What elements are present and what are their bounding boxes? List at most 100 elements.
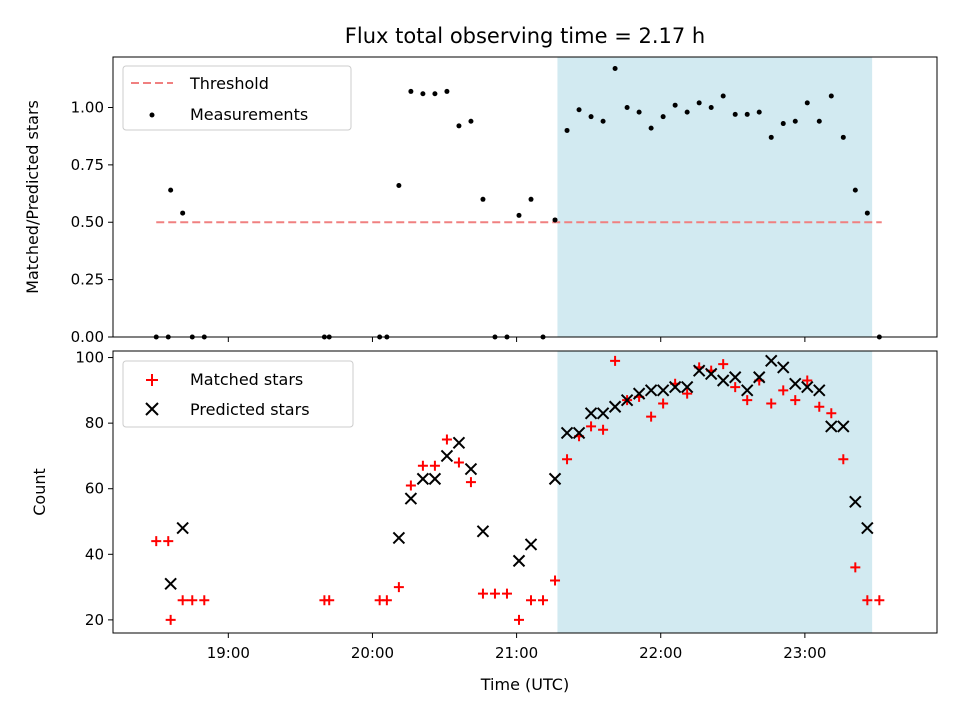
bottom-legend-box <box>122 360 354 428</box>
predicted-stars-point <box>861 521 874 535</box>
predicted-stars-point <box>801 380 814 394</box>
measurement-point <box>408 88 414 94</box>
matched-stars-point <box>874 595 885 606</box>
predicted-stars-point <box>584 407 598 420</box>
matched-stars-point <box>177 595 188 606</box>
matched-stars-point <box>199 595 210 606</box>
chart-title: Flux total observing time = 2.17 h <box>345 24 705 48</box>
predicted-stars-point <box>476 525 490 538</box>
measurement-point <box>564 127 570 133</box>
measurement-point <box>636 109 642 115</box>
matched-stars-point <box>477 588 488 599</box>
measurement-point <box>648 125 654 131</box>
measurement-point <box>720 93 726 99</box>
x-axis-label: Time (UTC) <box>480 675 569 694</box>
legend-threshold-label: Threshold <box>189 74 269 93</box>
matched-stars-point <box>538 595 549 606</box>
bot-y-tick-label: 80 <box>85 414 104 432</box>
predicted-stars-point <box>560 426 574 440</box>
x-tick-label: 21:00 <box>495 644 538 662</box>
measurement-point <box>432 91 438 97</box>
matched-stars-point <box>165 614 176 625</box>
matched-stars-point <box>405 480 416 491</box>
matched-stars-point <box>862 595 873 606</box>
legend-matched-label: Matched stars <box>190 370 303 389</box>
matched-stars-point <box>501 588 512 599</box>
matched-stars-point <box>381 595 392 606</box>
matched-stars-point <box>742 395 753 406</box>
measurement-point <box>852 187 858 193</box>
measurement-point <box>780 121 786 127</box>
measurement-point <box>588 114 594 120</box>
x-tick-label: 20:00 <box>351 644 394 662</box>
measurement-point <box>444 88 450 94</box>
top-legend: Threshold Measurements <box>122 65 352 131</box>
bottom-plot-frame <box>112 350 938 634</box>
matched-stars-point <box>838 454 849 465</box>
matched-stars-point <box>586 421 597 432</box>
matched-stars-point <box>730 382 741 393</box>
matched-stars-point <box>598 424 609 435</box>
top-panel: 0.00 0.25 0.50 0.75 1.00 Matched/Predicted s… <box>23 56 938 346</box>
top-y-tick-label: 1.00 <box>71 98 104 116</box>
predicted-stars-point <box>404 492 418 505</box>
predicted-stars-point <box>825 420 838 433</box>
matched-stars-point <box>393 582 404 593</box>
measurement-point <box>420 91 426 97</box>
predicted-stars-point <box>656 384 670 397</box>
measurement-point <box>180 210 186 216</box>
matched-stars-point <box>163 536 174 547</box>
predicted-stars-point <box>704 367 718 381</box>
legend-predicted-label: Predicted stars <box>190 400 310 419</box>
measurement-point <box>624 104 630 110</box>
top-y-tick-label: 0.75 <box>71 156 104 174</box>
matched-stars-point <box>658 398 669 409</box>
measurement-point <box>456 123 462 129</box>
bot-shaded-interval <box>557 351 873 633</box>
measurement-point <box>840 134 846 140</box>
predicted-stars-point <box>416 472 430 486</box>
predicted-stars-point <box>837 420 850 433</box>
x-tick-label: 22:00 <box>639 644 682 662</box>
top-y-tick-label: 0.25 <box>71 271 104 289</box>
measurement-point <box>396 183 402 189</box>
measurement-point <box>468 118 474 124</box>
measurement-point <box>684 109 690 115</box>
top-shaded-interval <box>557 57 873 337</box>
top-y-tick-label: 0.50 <box>71 213 104 231</box>
predicted-stars-point <box>813 384 826 397</box>
predicted-stars-point <box>849 495 862 509</box>
measurement-point <box>696 100 702 106</box>
measurement-point <box>600 118 606 124</box>
predicted-stars-point <box>164 577 177 591</box>
top-plot-frame <box>112 56 938 338</box>
measurement-point <box>816 118 822 124</box>
measurement-point <box>528 196 534 202</box>
predicted-stars-point <box>512 554 526 568</box>
matched-stars-point <box>151 536 162 547</box>
bot-y-tick-label: 60 <box>85 480 104 498</box>
matched-stars-point <box>465 477 476 488</box>
measurement-point <box>828 93 834 99</box>
legend-predicted-swatch <box>145 402 159 416</box>
measurement-point <box>516 212 522 218</box>
predicted-stars-point <box>596 407 610 420</box>
predicted-stars-point <box>632 387 646 400</box>
measurement-point <box>732 111 738 117</box>
predicted-stars-point <box>716 374 730 387</box>
x-tick-label: 19:00 <box>207 644 250 662</box>
measurement-point <box>708 104 714 110</box>
predicted-stars-point <box>176 521 189 535</box>
measurement-point <box>576 107 582 113</box>
predicted-stars-point <box>765 354 778 368</box>
measurement-point <box>792 118 798 124</box>
predicted-stars-point <box>452 436 466 450</box>
bottom-y-axis-label: Count <box>30 468 49 516</box>
matched-stars-point <box>766 398 777 409</box>
matched-stars-point <box>453 457 464 468</box>
matched-stars-point <box>826 408 837 419</box>
predicted-stars-point <box>753 371 766 384</box>
predicted-stars-point <box>777 361 790 374</box>
matched-stars-point <box>489 588 500 599</box>
predicted-stars-point <box>680 380 694 394</box>
